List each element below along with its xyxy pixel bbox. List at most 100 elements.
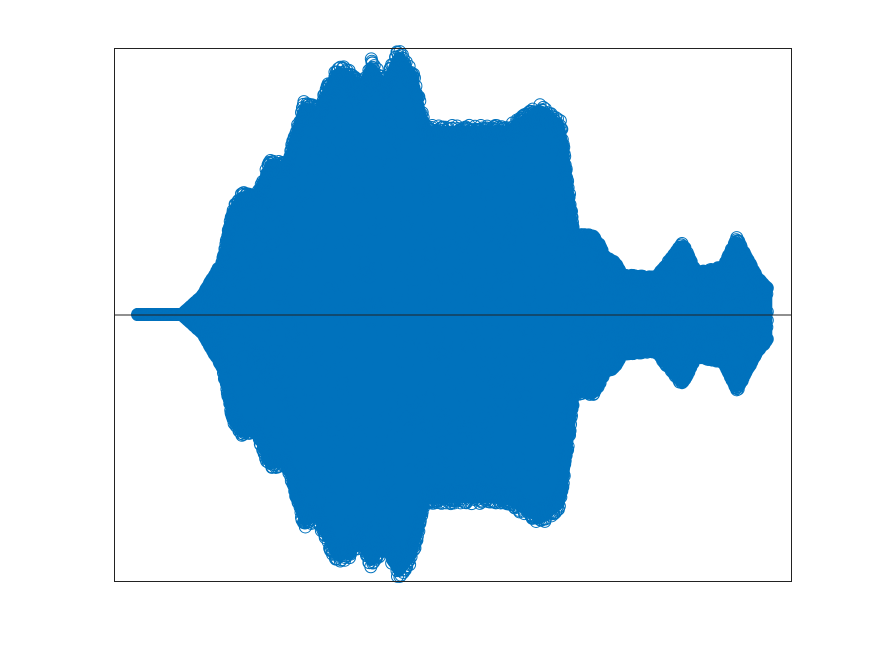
data-point [229, 310, 243, 324]
data-point [449, 177, 463, 191]
data-point [334, 335, 348, 349]
data-point [446, 210, 460, 224]
data-point [273, 264, 287, 278]
data-point [333, 152, 347, 166]
data-point [379, 433, 393, 447]
data-point [371, 156, 385, 170]
data-point [274, 333, 288, 347]
data-point [305, 429, 319, 443]
data-point [385, 259, 399, 273]
data-point [440, 291, 454, 305]
data-point [370, 350, 384, 364]
data-point [472, 337, 486, 351]
data-point [342, 239, 356, 253]
data-point [440, 325, 454, 339]
data-point [313, 402, 327, 416]
data-point [398, 261, 412, 275]
data-point [267, 206, 281, 220]
data-point [404, 550, 418, 564]
data-point [532, 467, 546, 481]
data-point [375, 426, 389, 440]
data-point [394, 115, 408, 129]
data-point [344, 514, 358, 528]
data-point [361, 360, 375, 374]
data-point [501, 144, 515, 158]
data-point [281, 221, 295, 235]
data-point [410, 533, 424, 547]
data-point [486, 325, 500, 339]
data-point [479, 337, 493, 351]
data-point [274, 354, 288, 368]
data-point [529, 360, 543, 374]
data-point [411, 362, 425, 376]
data-point [272, 355, 286, 369]
data-point [442, 456, 456, 470]
data-point [364, 190, 378, 204]
data-point [330, 177, 344, 191]
data-point [428, 150, 442, 164]
data-point [305, 162, 319, 176]
data-point [507, 203, 521, 217]
data-point [242, 288, 256, 302]
data-point [350, 177, 364, 191]
data-point [453, 382, 467, 396]
data-point [484, 441, 498, 455]
data-point [394, 143, 408, 157]
data-point [490, 429, 504, 443]
data-point [483, 425, 497, 439]
data-point [356, 245, 370, 259]
data-point [345, 401, 359, 415]
data-point [349, 435, 363, 449]
data-point [234, 241, 248, 255]
data-point [521, 436, 535, 450]
data-point [422, 246, 436, 260]
data-point [489, 382, 503, 396]
data-point [529, 213, 543, 227]
data-point [262, 407, 276, 421]
data-point [412, 256, 426, 270]
data-point [368, 223, 382, 237]
data-point [459, 460, 473, 474]
data-point [425, 345, 439, 359]
data-point [527, 468, 541, 482]
data-point [520, 265, 534, 279]
data-point [319, 101, 333, 115]
data-point [424, 331, 438, 345]
data-point [458, 285, 472, 299]
data-point [311, 344, 325, 358]
data-point [361, 510, 375, 524]
data-point [271, 190, 285, 204]
data-point [472, 410, 486, 424]
data-point [488, 374, 502, 388]
data-point [256, 377, 270, 391]
data-point [302, 188, 316, 202]
data-point [494, 295, 508, 309]
data-point [394, 81, 408, 95]
data-point [284, 393, 298, 407]
data-point [308, 153, 322, 167]
data-point [488, 313, 502, 327]
data-point [447, 143, 461, 157]
data-point [421, 301, 435, 315]
data-point [329, 352, 343, 366]
data-point [468, 332, 482, 346]
data-point [417, 380, 431, 394]
data-point [466, 230, 480, 244]
data-point [211, 281, 225, 295]
data-point [299, 122, 313, 136]
data-point [421, 317, 435, 331]
data-point [388, 83, 402, 97]
data-point [244, 381, 258, 395]
data-point [253, 213, 267, 227]
data-point [260, 269, 274, 283]
data-point [530, 218, 544, 232]
data-point [457, 469, 471, 483]
data-point [393, 430, 407, 444]
data-point [481, 230, 495, 244]
data-point [242, 311, 256, 325]
data-point [441, 271, 455, 285]
data-point [447, 398, 461, 412]
data-point [283, 149, 297, 163]
data-point [265, 307, 279, 321]
data-point [436, 428, 450, 442]
